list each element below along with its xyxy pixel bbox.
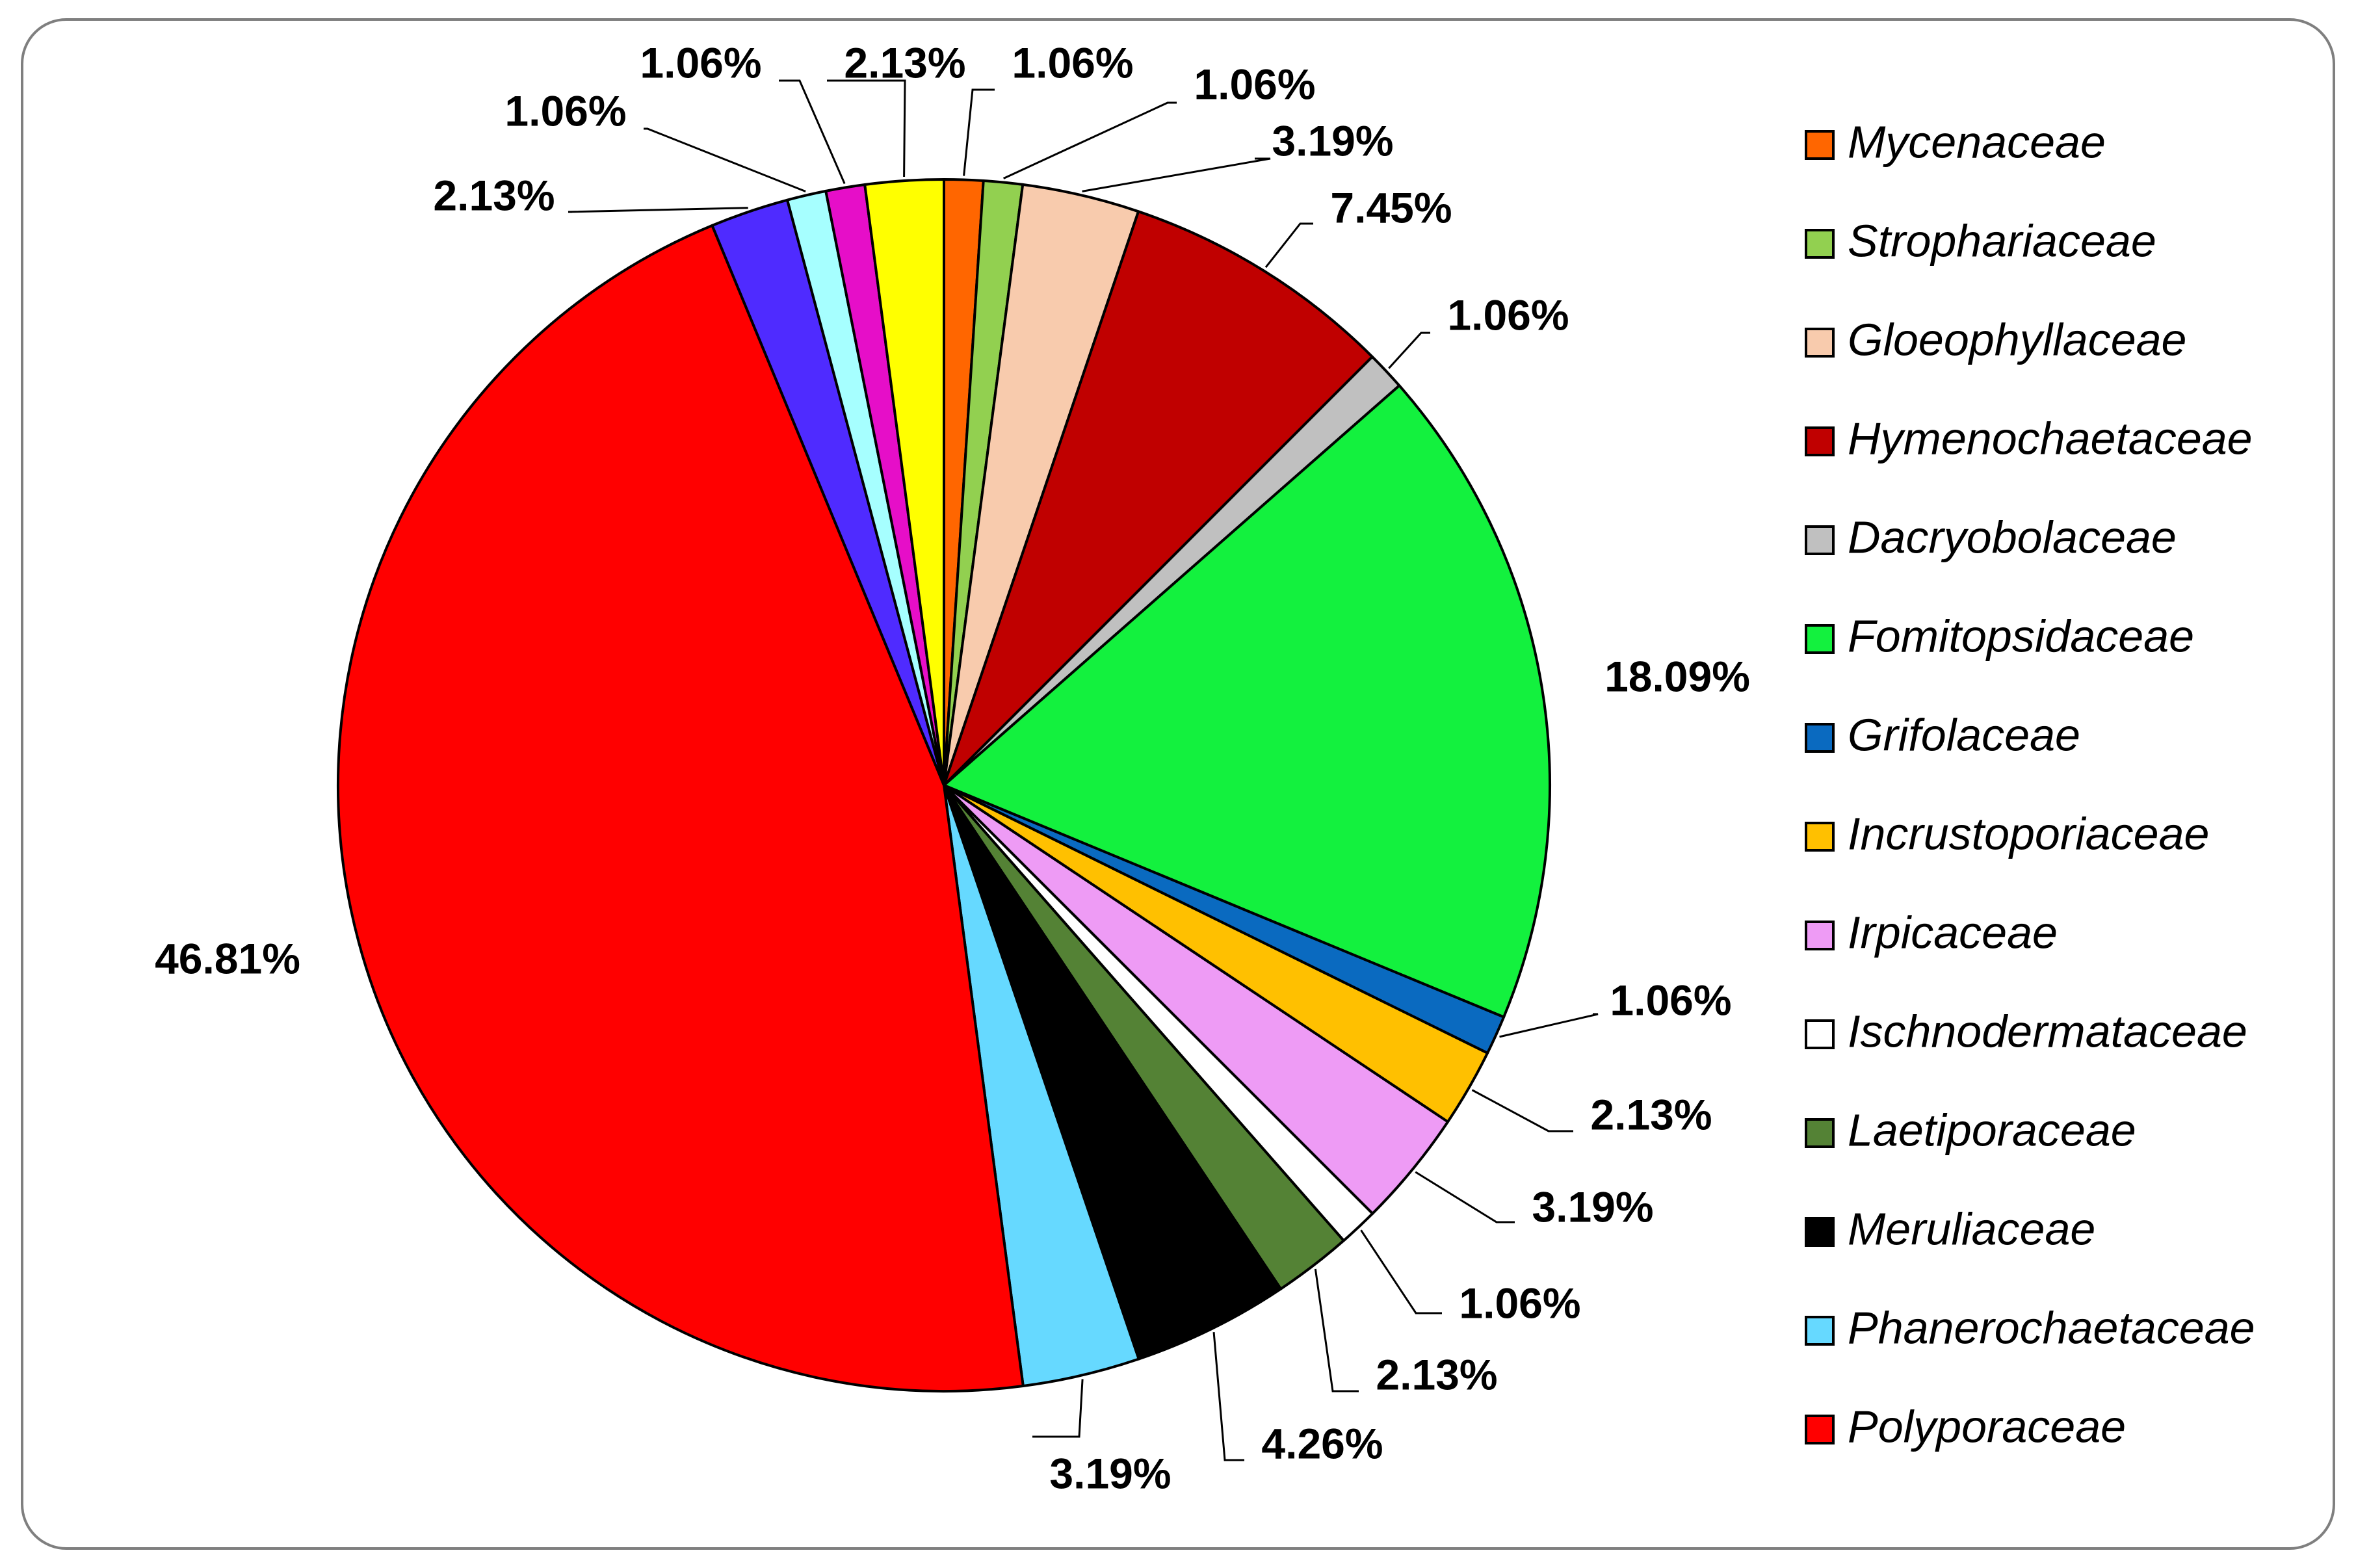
leader-line — [1415, 1171, 1515, 1223]
percent-label: 1.06% — [640, 38, 761, 86]
percent-label: 1.06% — [1447, 291, 1569, 339]
pie-slice-unlabeled-17 — [863, 178, 945, 787]
percent-label: 1.06% — [1610, 976, 1731, 1024]
legend: Mycenaceae Strophariaceae Gloeophyllaceae H… — [1805, 116, 2255, 1452]
leader-line — [779, 79, 846, 185]
legend-label: Mycenaceae — [1848, 116, 2106, 167]
legend-swatch — [1805, 426, 1835, 456]
percent-label: 1.06% — [1459, 1279, 1580, 1327]
legend-swatch — [1805, 1217, 1835, 1247]
legend-swatch — [1805, 822, 1835, 852]
percent-labels: 1.06% 1.06% 3.19% 7.45% 1.06% 18.09% 1.06% 2.13… — [155, 38, 1750, 1497]
leader-line — [1314, 1268, 1359, 1392]
leader-line — [1360, 1229, 1442, 1314]
leader-line — [568, 207, 748, 213]
percent-label: 1.06% — [1012, 38, 1133, 86]
leader-line — [1082, 157, 1271, 192]
percent-label: 3.19% — [1272, 116, 1393, 164]
legend-swatch — [1805, 1019, 1835, 1049]
percent-label: 1.06% — [1194, 60, 1315, 108]
leader-line — [1212, 1332, 1244, 1461]
legend-swatch — [1805, 525, 1835, 555]
legend-label: Irpicaceae — [1848, 907, 2058, 958]
percent-label: 2.13% — [844, 38, 965, 86]
pie-slice-hymenochaetaceae — [943, 210, 1374, 787]
percent-label: 2.13% — [433, 171, 555, 219]
percent-label: 1.06% — [504, 86, 626, 135]
percent-label: 2.13% — [1376, 1350, 1497, 1398]
leader-line — [1388, 332, 1430, 369]
pie-slice-meruliaceae — [943, 784, 1283, 1361]
percent-label: 3.19% — [1049, 1449, 1171, 1497]
leader-line — [1002, 101, 1177, 179]
legend-label: Gloeophyllaceae — [1848, 314, 2186, 365]
leader-line — [644, 127, 806, 192]
legend-swatch — [1805, 1415, 1835, 1444]
legend-swatch — [1805, 229, 1835, 259]
legend-label: Laetiporaceae — [1848, 1104, 2136, 1155]
leader-line — [963, 88, 995, 176]
pie-slice-polyporaceae — [337, 224, 1025, 1392]
legend-swatch — [1805, 921, 1835, 950]
percent-label: 2.13% — [1590, 1090, 1712, 1138]
pie-slice-fomitopsidaceae — [943, 384, 1551, 1019]
legend-swatch — [1805, 328, 1835, 358]
legend-label: Phanerochaetaceae — [1848, 1302, 2255, 1353]
legend-swatch — [1805, 130, 1835, 160]
legend-label: Polyporaceae — [1848, 1401, 2126, 1452]
percent-label: 18.09% — [1604, 652, 1750, 700]
legend-label: Grifolaceae — [1848, 709, 2080, 760]
leader-lines — [568, 79, 1599, 1461]
pie-slices — [337, 178, 1551, 1392]
leader-line — [1032, 1379, 1084, 1438]
leader-line — [1264, 222, 1313, 268]
legend-label: Fomitopsidaceae — [1848, 610, 2194, 661]
leader-line — [1471, 1089, 1573, 1132]
legend-swatch — [1805, 1118, 1835, 1148]
legend-label: Hymenochaetaceae — [1848, 413, 2253, 464]
legend-swatch — [1805, 624, 1835, 654]
legend-label: Ischnodermataceae — [1848, 1006, 2247, 1056]
percent-label: 7.45% — [1330, 183, 1452, 231]
leader-line — [827, 79, 906, 177]
legend-swatch — [1805, 723, 1835, 753]
leader-line — [1499, 1013, 1599, 1038]
legend-label: Meruliaceae — [1848, 1203, 2095, 1254]
percent-label: 3.19% — [1532, 1183, 1653, 1231]
legend-label: Strophariaceae — [1848, 215, 2156, 266]
percent-label: 46.81% — [155, 934, 300, 982]
percent-label: 4.26% — [1261, 1419, 1383, 1467]
legend-label: Dacryobolaceae — [1848, 512, 2177, 562]
legend-swatch — [1805, 1316, 1835, 1346]
legend-label: Incrustoporiaceae — [1848, 808, 2209, 859]
